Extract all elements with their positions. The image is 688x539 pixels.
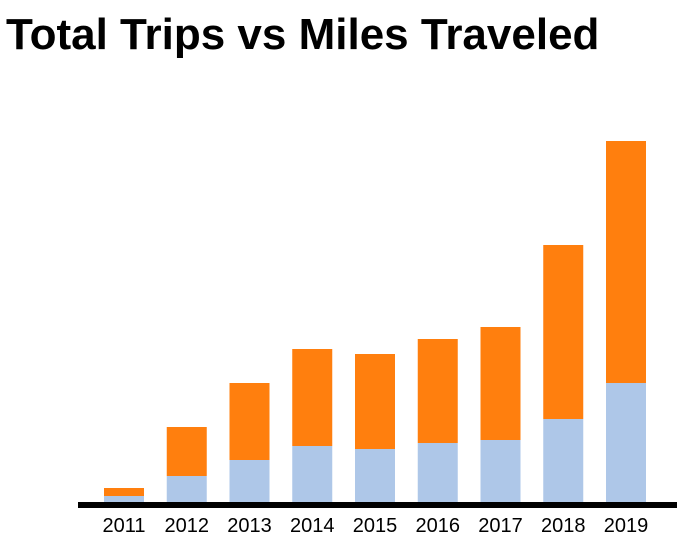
bar-2017-segment-2	[480, 327, 521, 440]
bar-2015-segment-1	[355, 449, 395, 502]
bar-2019-segment-1	[606, 383, 646, 502]
x-tick-label: 2013	[227, 515, 272, 537]
x-tick-label: 2016	[416, 515, 461, 537]
x-tick-label: 2019	[604, 515, 649, 537]
bar-2011-segment-2	[104, 488, 144, 496]
x-tick-label: 2012	[165, 515, 210, 537]
x-tick-label: 2011	[102, 515, 145, 537]
bar-2014-segment-1	[292, 446, 333, 502]
bar-2011-segment-1	[104, 496, 144, 502]
bar-2014-segment-2	[292, 349, 333, 446]
bar-2016-segment-2	[417, 339, 458, 443]
bar-2015-segment-2	[355, 354, 395, 449]
bar-2013-segment-1	[229, 460, 270, 502]
x-tick-label: 2018	[541, 515, 586, 537]
chart-title: Total Trips vs Miles Traveled	[6, 10, 600, 59]
bar-2017-segment-1	[480, 440, 521, 502]
bar-2013-segment-2	[229, 383, 270, 460]
bar-2018-segment-1	[543, 419, 584, 502]
x-tick-label: 2014	[290, 515, 335, 537]
x-tick-labels: 2011 2012 2013 2014 2015 2016 2017 2018 2019	[102, 515, 648, 537]
bar-2012-segment-2	[166, 427, 207, 476]
bar-2012-segment-1	[166, 476, 207, 502]
bar-2018-segment-2	[543, 245, 584, 419]
bar-2019-segment-2	[606, 141, 646, 383]
x-tick-label: 2015	[353, 515, 398, 537]
bars-group	[104, 141, 646, 502]
x-tick-label: 2017	[478, 515, 523, 537]
bar-2016-segment-1	[417, 443, 458, 502]
